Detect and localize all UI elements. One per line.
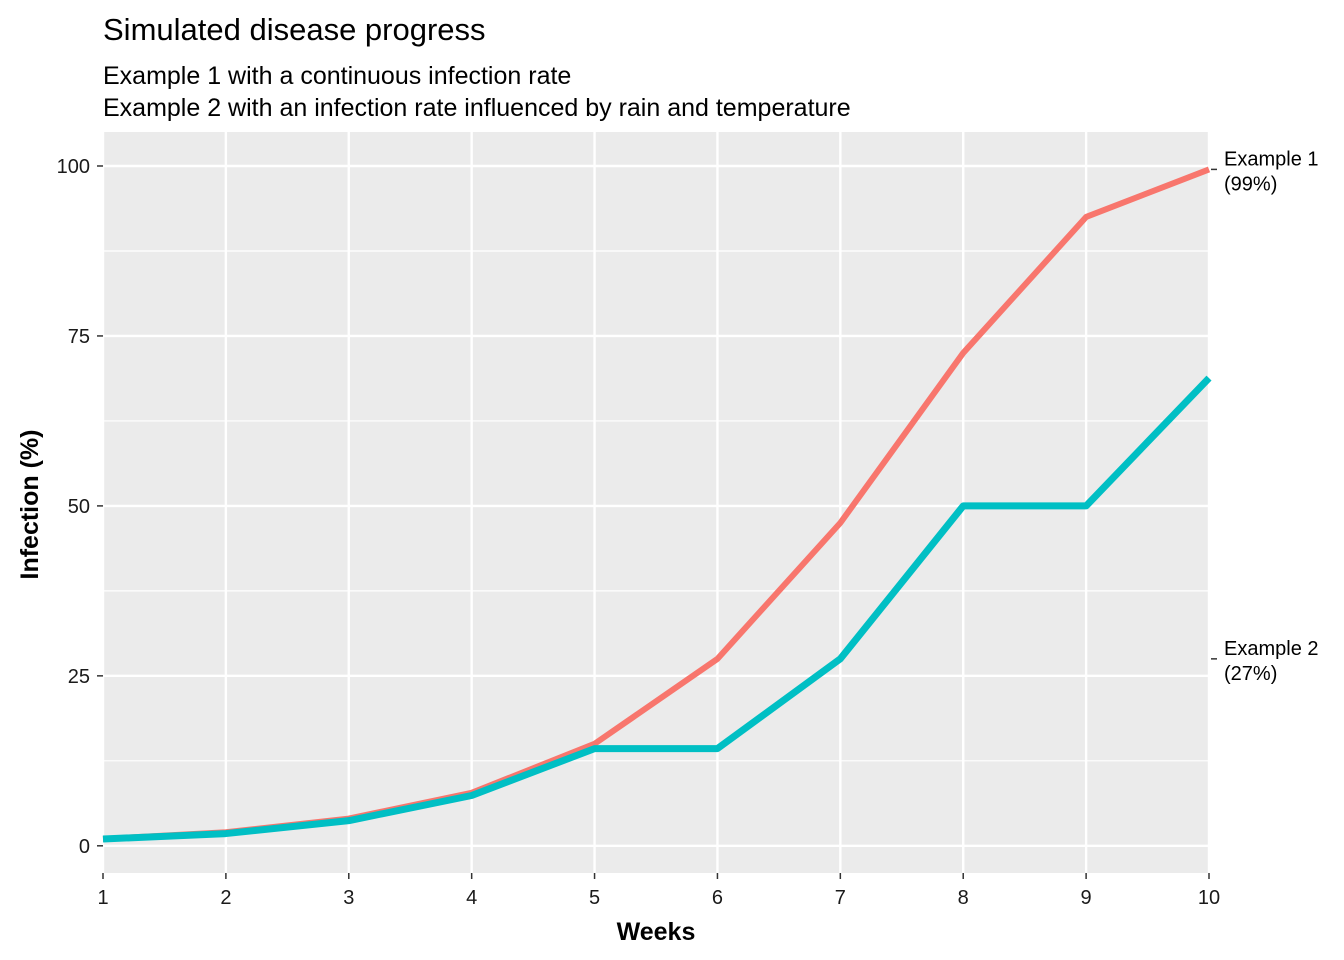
x-axis: 1 2 3 4 5 6 7 8 9 10 (97, 873, 1220, 909)
y-tick-label: 50 (68, 496, 90, 518)
subtitle-line-2: Example 2 with an infection rate influen… (103, 94, 851, 122)
x-tick-label: 9 (1081, 887, 1092, 909)
y-tick-label: 100 (57, 156, 90, 178)
y-tick-label: 0 (79, 836, 90, 858)
x-tick-label: 6 (712, 887, 723, 909)
x-tick-label: 2 (220, 887, 231, 909)
chart-title: Simulated disease progress (103, 12, 486, 47)
y-tick-label: 25 (68, 666, 90, 688)
series-line-2 (102, 375, 1212, 843)
x-axis-label: Weeks (617, 918, 696, 946)
y-axis-label: Infection (%) (16, 430, 44, 580)
y-tick-label: 75 (68, 326, 90, 348)
minor-gridlines (103, 250, 1209, 762)
major-gridlines (101, 132, 1211, 873)
end-label-name-2: Example 2 (1224, 638, 1319, 660)
x-tick-label: 7 (835, 887, 846, 909)
x-tick-label: 1 (97, 887, 108, 909)
x-tick-label: 3 (343, 887, 354, 909)
x-tick-label: 5 (589, 887, 600, 909)
x-tick-label: 10 (1198, 887, 1220, 909)
end-label-axis: Example 1 (99%) Example 2 (27%) (1211, 148, 1319, 685)
end-label-value-2: (27%) (1224, 663, 1277, 685)
x-tick-label: 8 (958, 887, 969, 909)
y-axis: 0 25 50 75 100 (57, 156, 103, 858)
subtitle-line-1: Example 1 with a continuous infection ra… (103, 62, 572, 90)
x-tick-label: 4 (466, 887, 477, 909)
series-layer (102, 166, 1212, 843)
end-label-value-1: (99%) (1224, 173, 1277, 195)
end-label-name-1: Example 1 (1224, 148, 1319, 170)
chart-subtitle: Example 1 with a continuous infection ra… (103, 60, 851, 124)
